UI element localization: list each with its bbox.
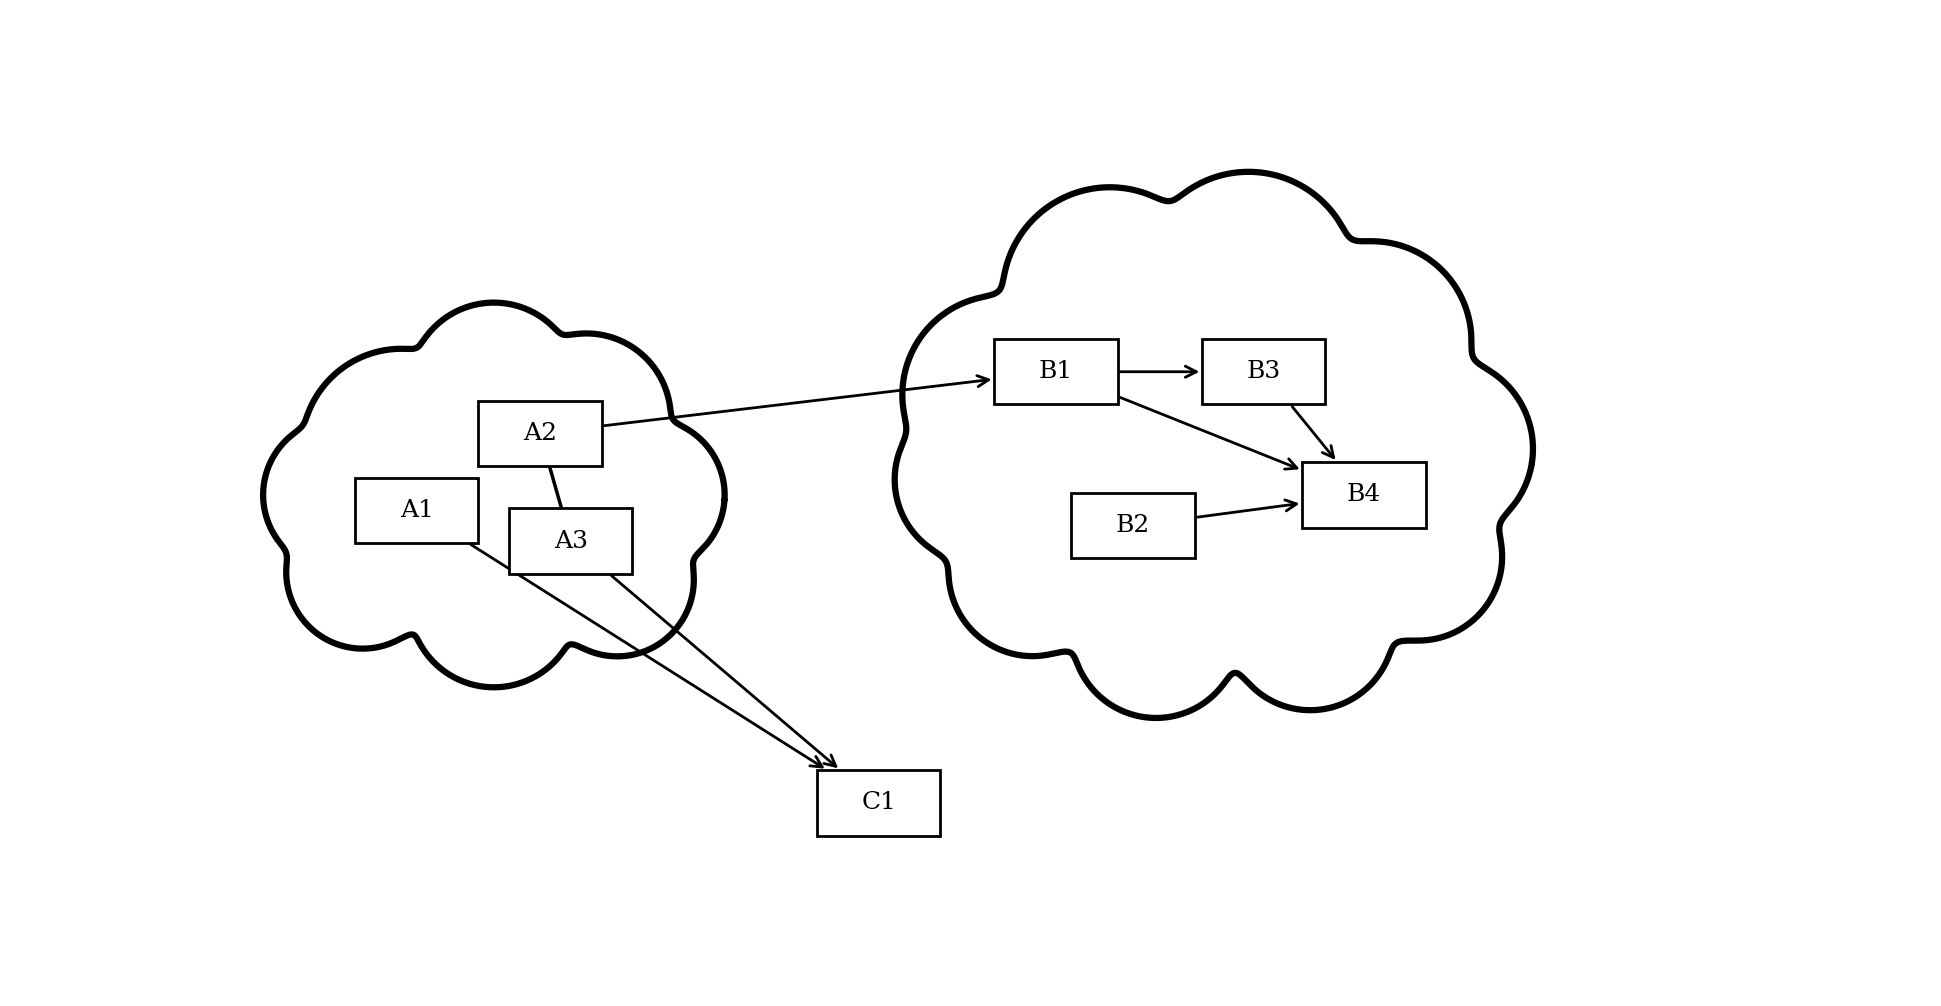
Text: B4: B4 <box>1347 484 1382 506</box>
Text: C1: C1 <box>862 792 897 815</box>
FancyBboxPatch shape <box>1302 462 1425 528</box>
FancyBboxPatch shape <box>509 508 633 573</box>
FancyBboxPatch shape <box>355 478 479 543</box>
Text: A2: A2 <box>522 422 557 445</box>
Text: B2: B2 <box>1116 514 1151 537</box>
Text: A3: A3 <box>553 529 588 552</box>
FancyBboxPatch shape <box>994 339 1118 404</box>
FancyBboxPatch shape <box>817 771 941 836</box>
Polygon shape <box>895 172 1533 718</box>
FancyBboxPatch shape <box>1201 339 1326 404</box>
FancyBboxPatch shape <box>479 400 602 466</box>
Text: A1: A1 <box>400 499 435 522</box>
Text: B1: B1 <box>1038 360 1073 383</box>
Polygon shape <box>264 303 724 687</box>
FancyBboxPatch shape <box>1071 493 1194 558</box>
Text: B3: B3 <box>1246 360 1281 383</box>
